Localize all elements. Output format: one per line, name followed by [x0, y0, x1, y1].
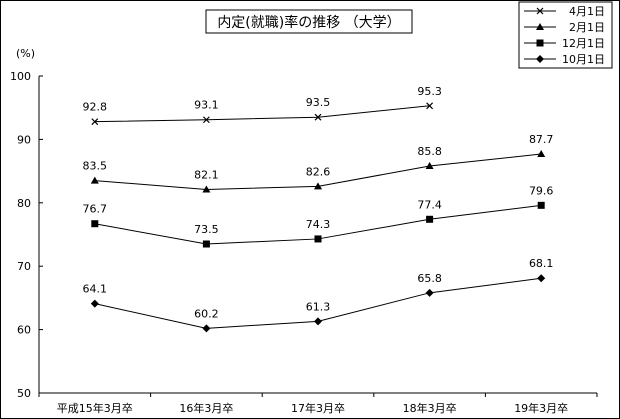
x-tick-label: 18年3月卒 [403, 401, 457, 415]
data-point [314, 317, 322, 326]
legend: 4月1日 2月1日 12月1日 10月1日 [518, 1, 613, 69]
x-tick-label: 平成15年3月卒 [57, 401, 133, 415]
data-label: 82.6 [306, 165, 331, 178]
data-point [202, 116, 210, 124]
data-point [90, 299, 99, 308]
data-point [202, 240, 210, 248]
data-point [202, 185, 211, 193]
series-2: 83.5 82.1 82.6 85.8 87.7 [83, 133, 554, 193]
data-point [314, 235, 322, 243]
x-axis-ticks: 平成15年3月卒 16年3月卒 17年3月卒 18年3月卒 19年3月卒 [38, 393, 598, 415]
legend-marker [536, 55, 544, 63]
y-axis-ticks: 50 60 70 80 90 100 [10, 70, 43, 400]
data-label: 60.2 [194, 307, 219, 320]
y-tick-label: 50 [17, 387, 31, 400]
series-1: 92.8 93.1 93.5 95.3 [83, 85, 442, 126]
legend-marker [536, 7, 544, 15]
data-label: 83.5 [83, 160, 108, 173]
y-tick-label: 100 [10, 70, 31, 83]
chart-title: 内定(就職)率の推移 （大学） [217, 14, 400, 31]
data-point [426, 215, 434, 223]
data-label: 87.7 [529, 133, 554, 146]
data-label: 76.7 [83, 203, 108, 216]
y-tick-label: 90 [17, 133, 31, 146]
data-point [425, 162, 434, 170]
x-tick-label: 16年3月卒 [179, 401, 233, 415]
data-point [426, 102, 434, 110]
data-label: 64.1 [83, 283, 108, 296]
legend-item: 12月1日 [524, 37, 605, 50]
data-point [314, 113, 322, 121]
data-label: 85.8 [417, 145, 442, 158]
data-label: 92.8 [83, 101, 108, 114]
data-label: 82.1 [194, 168, 219, 181]
legend-label: 4月1日 [569, 5, 605, 18]
data-label: 95.3 [417, 85, 442, 98]
data-point [425, 288, 434, 297]
data-label: 65.8 [417, 272, 442, 285]
data-label: 74.3 [306, 218, 331, 231]
data-label: 79.6 [529, 184, 554, 197]
data-label: 93.5 [306, 96, 331, 109]
data-label: 93.1 [194, 99, 219, 112]
data-point [91, 220, 99, 228]
legend-label: 12月1日 [562, 37, 605, 50]
data-point [202, 324, 211, 333]
data-point [537, 149, 546, 157]
series-layer: 92.8 93.1 93.5 95.3 83.5 82.1 82.6 85.8 87.7 76.7… [83, 85, 554, 333]
series-line [94, 105, 430, 123]
legend-marker [536, 23, 544, 30]
y-tick-label: 70 [17, 260, 31, 273]
data-label: 73.5 [194, 223, 219, 236]
legend-item: 4月1日 [524, 5, 605, 18]
data-label: 61.3 [306, 300, 331, 313]
legend-marker [536, 39, 544, 47]
data-point [537, 201, 545, 209]
y-tick-label: 60 [17, 324, 31, 337]
data-point [314, 182, 322, 190]
data-label: 77.4 [417, 198, 442, 211]
legend-label: 10月1日 [562, 53, 605, 66]
data-point [91, 118, 99, 126]
legend-item: 10月1日 [524, 53, 605, 66]
series-4: 64.1 60.2 61.3 65.8 68.1 [83, 257, 554, 333]
y-tick-label: 80 [17, 197, 31, 210]
data-point [90, 176, 99, 184]
data-label: 68.1 [529, 257, 554, 270]
chart-title-box [205, 9, 413, 34]
legend-label: 2月1日 [569, 21, 605, 34]
legend-box [518, 1, 613, 69]
y-axis-unit: (%) [16, 47, 35, 60]
series-3: 76.7 73.5 74.3 77.4 79.6 [83, 184, 554, 248]
data-point [537, 274, 546, 283]
x-tick-label: 17年3月卒 [291, 401, 345, 415]
legend-item: 2月1日 [524, 21, 605, 34]
x-tick-label: 19年3月卒 [514, 401, 568, 415]
